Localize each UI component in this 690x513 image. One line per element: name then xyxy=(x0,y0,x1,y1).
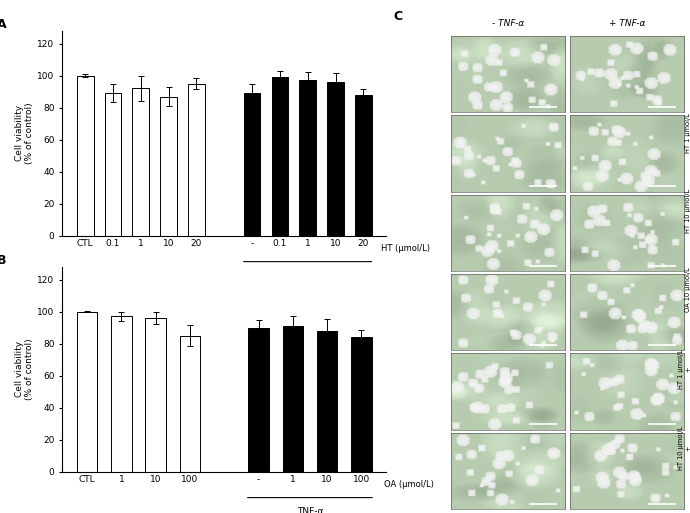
Y-axis label: Cell viability
(% of control): Cell viability (% of control) xyxy=(15,339,34,400)
Text: TNF-α: TNF-α xyxy=(295,271,321,280)
Text: OA 10 μmol/L: OA 10 μmol/L xyxy=(685,267,690,312)
Bar xyxy=(111,317,132,472)
Bar xyxy=(105,93,121,236)
Text: - TNF-α: - TNF-α xyxy=(492,19,524,28)
Bar xyxy=(244,93,260,236)
Bar xyxy=(77,75,94,236)
Y-axis label: Cell viability
(% of control): Cell viability (% of control) xyxy=(15,103,34,164)
Bar xyxy=(355,95,372,236)
Text: HT 1 μmol/L: HT 1 μmol/L xyxy=(685,113,690,153)
Bar xyxy=(132,88,149,236)
Text: C: C xyxy=(393,10,402,23)
Bar xyxy=(146,318,166,472)
Bar xyxy=(160,96,177,236)
Text: TNF-α: TNF-α xyxy=(297,507,323,513)
Text: HT (μmol/L): HT (μmol/L) xyxy=(382,244,431,253)
Bar xyxy=(248,328,269,472)
Bar xyxy=(272,77,288,236)
Bar xyxy=(282,326,303,472)
Text: B: B xyxy=(0,254,7,267)
Bar xyxy=(327,82,344,236)
Text: HT 10 μmol/L
+
OA 10 μmol/L: HT 10 μmol/L + OA 10 μmol/L xyxy=(678,426,690,471)
Text: + TNF-α: + TNF-α xyxy=(609,19,645,28)
Bar xyxy=(188,84,205,236)
Bar xyxy=(77,312,97,472)
Text: A: A xyxy=(0,18,7,31)
Text: OA (μmol/L): OA (μmol/L) xyxy=(384,480,433,489)
Bar xyxy=(351,338,372,472)
Bar xyxy=(317,331,337,472)
Text: HT 1 μmol/L
+
OA 10 μmol/L: HT 1 μmol/L + OA 10 μmol/L xyxy=(678,347,690,391)
Bar xyxy=(299,81,316,236)
Bar xyxy=(179,336,200,472)
Text: HT 10 μmol/L: HT 10 μmol/L xyxy=(685,189,690,233)
